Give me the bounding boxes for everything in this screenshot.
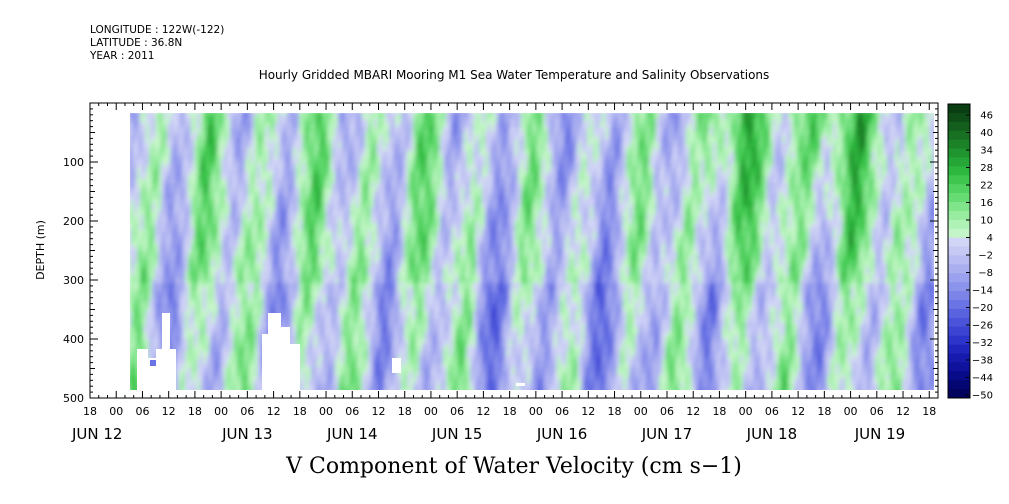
heatmap-cell <box>932 139 936 144</box>
heatmap-cell <box>932 115 936 120</box>
heatmap-cells <box>128 111 939 396</box>
heatmap-cell <box>932 119 936 124</box>
heatmap-cell <box>932 135 936 140</box>
heatmap-cell <box>932 131 936 136</box>
heatmap-cell <box>932 175 936 180</box>
heatmap-cell <box>932 127 936 132</box>
heatmap-cell <box>932 151 936 156</box>
heatmap-cell <box>932 147 936 152</box>
heatmap-cell <box>932 163 936 168</box>
heatmap-cell <box>932 159 936 164</box>
heatmap-cell <box>932 143 936 148</box>
